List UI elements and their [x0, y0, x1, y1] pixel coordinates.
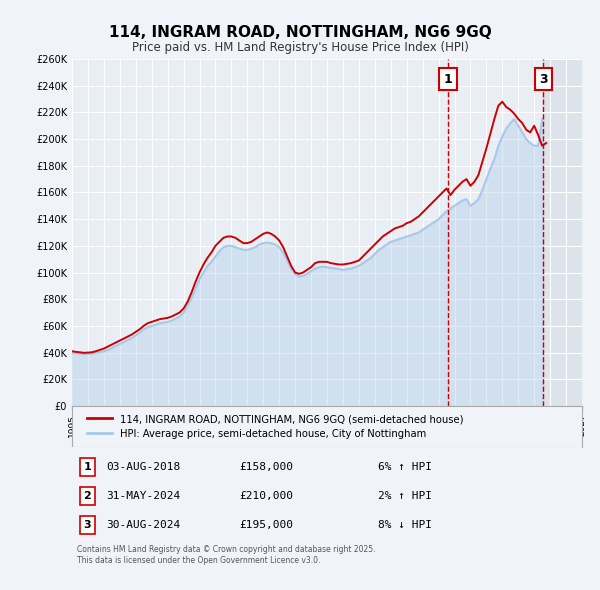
Text: 2: 2 [83, 491, 91, 501]
Text: 03-AUG-2018: 03-AUG-2018 [106, 462, 181, 471]
Text: 1: 1 [83, 462, 91, 471]
Text: Contains HM Land Registry data © Crown copyright and database right 2025.
This d: Contains HM Land Registry data © Crown c… [77, 545, 376, 565]
Text: £158,000: £158,000 [239, 462, 293, 471]
Text: 8% ↓ HPI: 8% ↓ HPI [378, 520, 432, 530]
Text: £210,000: £210,000 [239, 491, 293, 501]
Text: 30-AUG-2024: 30-AUG-2024 [106, 520, 181, 530]
Text: 2% ↑ HPI: 2% ↑ HPI [378, 491, 432, 501]
Text: 3: 3 [539, 73, 548, 86]
Legend: 114, INGRAM ROAD, NOTTINGHAM, NG6 9GQ (semi-detached house), HPI: Average price,: 114, INGRAM ROAD, NOTTINGHAM, NG6 9GQ (s… [82, 409, 469, 444]
Bar [544, 59, 582, 406]
Text: 6% ↑ HPI: 6% ↑ HPI [378, 462, 432, 471]
Text: £195,000: £195,000 [239, 520, 293, 530]
Text: 114, INGRAM ROAD, NOTTINGHAM, NG6 9GQ: 114, INGRAM ROAD, NOTTINGHAM, NG6 9GQ [109, 25, 491, 40]
Text: 31-MAY-2024: 31-MAY-2024 [106, 491, 181, 501]
Text: 3: 3 [83, 520, 91, 530]
Text: 1: 1 [443, 73, 452, 86]
Text: Price paid vs. HM Land Registry's House Price Index (HPI): Price paid vs. HM Land Registry's House … [131, 41, 469, 54]
